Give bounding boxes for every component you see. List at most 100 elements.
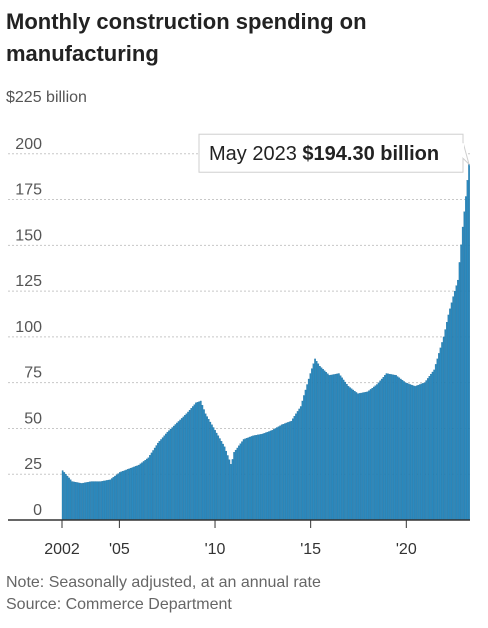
bar: [325, 372, 328, 521]
bar: [361, 392, 364, 521]
bar: [434, 364, 437, 521]
bar: [169, 428, 172, 521]
bar: [460, 244, 462, 521]
bar: [406, 383, 408, 521]
bar: [258, 434, 261, 521]
bar: [130, 467, 132, 521]
bar: [238, 445, 240, 521]
bar: [177, 421, 180, 521]
bar: [74, 482, 77, 521]
y-tick-label: 25: [24, 456, 42, 473]
bar: [349, 387, 351, 521]
chart: 0 25 50 75 100 125 150 175 200 $225 billion 2002 '0…: [6, 89, 470, 558]
bar: [355, 392, 358, 521]
bar: [315, 361, 318, 521]
bar: [209, 421, 212, 521]
bar: [172, 425, 175, 521]
bar: [263, 433, 266, 521]
bar: [76, 482, 78, 521]
x-tick-label: 2002: [44, 541, 80, 558]
bar: [284, 423, 286, 521]
bar: [436, 358, 439, 521]
bar: [142, 461, 145, 521]
bar: [225, 450, 228, 521]
bar: [339, 375, 342, 521]
bar: [304, 389, 307, 521]
bar: [104, 480, 107, 521]
bar: [366, 391, 369, 521]
bar: [107, 479, 110, 521]
bar: [119, 472, 121, 521]
bar: [431, 371, 434, 521]
bar: [133, 466, 135, 521]
bar: [333, 374, 335, 521]
bar: [114, 475, 116, 521]
bar: [65, 474, 67, 521]
bar: [85, 482, 88, 521]
bar: [98, 481, 101, 521]
bar: [438, 353, 440, 521]
bar: [260, 434, 262, 521]
bar: [446, 322, 448, 521]
bar: [141, 462, 143, 521]
bar: [207, 419, 210, 521]
bar: [417, 384, 420, 521]
bar: [61, 470, 64, 521]
bar: [247, 437, 250, 521]
bar: [79, 482, 81, 521]
bar: [442, 336, 445, 521]
bar: [352, 389, 355, 521]
bar: [171, 427, 174, 521]
bar: [407, 383, 410, 521]
chart-title: Monthly construction spending on manufac…: [6, 9, 367, 66]
bar: [393, 374, 396, 521]
bar: [166, 431, 169, 521]
bar: [290, 420, 293, 521]
bar: [369, 389, 372, 521]
bar: [377, 382, 380, 521]
bar: [403, 381, 405, 521]
bar: [192, 406, 194, 521]
bar: [203, 409, 205, 521]
note-text: Note: Seasonally adjusted, at an annual …: [6, 574, 321, 591]
bar: [134, 466, 137, 521]
bar: [433, 369, 435, 521]
bar: [230, 464, 232, 521]
bar: [123, 470, 126, 521]
bar: [72, 481, 75, 521]
bar: [228, 459, 231, 521]
bar: [390, 374, 393, 521]
y-tick-label: 125: [15, 273, 42, 290]
bar: [103, 480, 105, 521]
bar: [255, 435, 258, 521]
x-tick-label: '10: [205, 541, 226, 558]
bar: [157, 442, 159, 521]
bar: [423, 382, 426, 521]
bar: [439, 347, 442, 521]
bar: [371, 388, 374, 521]
bar: [190, 408, 193, 521]
bar: [269, 430, 272, 521]
bar: [363, 392, 366, 521]
bar: [184, 415, 186, 521]
bar: [295, 413, 297, 521]
bar: [223, 446, 226, 521]
bar: [136, 465, 139, 521]
chart-notes: Note: Seasonally adjusted, at an annual …: [6, 572, 321, 616]
bar: [285, 422, 288, 521]
bar: [317, 363, 320, 521]
bar: [222, 443, 224, 521]
bar: [131, 467, 134, 521]
bar: [126, 469, 129, 521]
bar: [257, 434, 259, 521]
axes: [8, 519, 470, 528]
bar: [95, 481, 97, 521]
bar: [299, 406, 302, 521]
bar: [77, 482, 80, 521]
bar: [395, 375, 397, 521]
x-tick-label: '05: [109, 541, 130, 558]
annotation-date: May 2023: [209, 143, 302, 165]
bar: [109, 479, 112, 521]
bar: [99, 481, 102, 521]
bar: [309, 373, 312, 521]
